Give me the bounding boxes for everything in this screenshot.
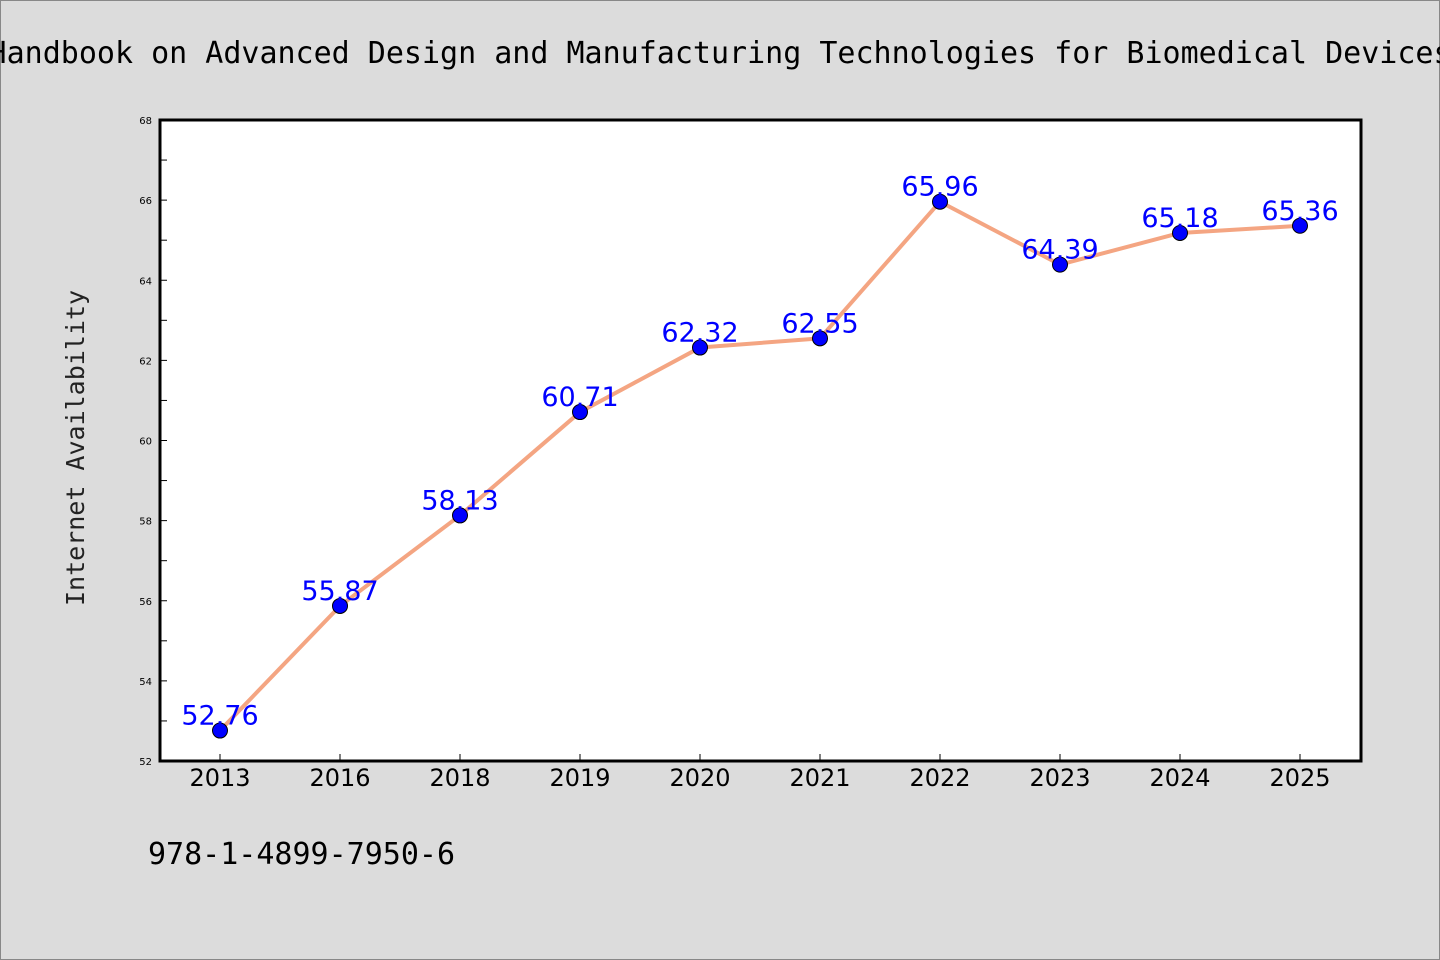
data-labels-group: 52.76 55.87 58.13 60.71 62.32 62.55 65.96 64.39… — [181, 172, 1338, 732]
data-point — [932, 193, 948, 210]
data-point — [572, 404, 588, 421]
y-tick-label: 58 — [139, 517, 152, 528]
x-tick-label: 2022 — [909, 764, 970, 792]
x-tick-label: 2018 — [429, 764, 490, 792]
isbn-text: 978-1-4899-7950-6 — [148, 837, 455, 872]
y-tick-label: 62 — [139, 356, 152, 367]
data-label: 60.71 — [541, 382, 618, 413]
series-markers-group — [212, 193, 1308, 739]
series-line-group — [218, 199, 1302, 733]
x-tick-label: 2020 — [669, 764, 730, 792]
data-label: 55.87 — [301, 576, 378, 607]
data-label: 65.96 — [901, 172, 978, 203]
series-line — [218, 199, 1302, 733]
x-tick-label: 2013 — [189, 764, 250, 792]
data-point — [812, 330, 828, 347]
data-label: 58.13 — [421, 485, 498, 516]
x-tick-label: 2016 — [309, 764, 370, 792]
data-point — [332, 597, 348, 614]
y-tick-label: 64 — [139, 276, 152, 287]
data-label: 52.76 — [181, 701, 258, 732]
y-axis-ticks: 52 54 56 58 60 62 64 66 68 — [139, 116, 167, 768]
data-point — [1052, 256, 1068, 273]
y-tick-label: 60 — [139, 437, 152, 448]
data-point — [692, 339, 708, 356]
data-point — [452, 507, 468, 524]
x-tick-label: 2021 — [789, 764, 850, 792]
data-label: 62.55 — [781, 308, 858, 339]
y-tick-label: 52 — [139, 757, 152, 768]
chart-title: Handbook on Advanced Design and Manufact… — [0, 36, 1440, 71]
data-label: 64.39 — [1021, 235, 1098, 266]
data-label: 65.18 — [1141, 203, 1218, 234]
data-label: 62.32 — [661, 318, 738, 349]
y-tick-label: 66 — [139, 196, 152, 207]
plot-area — [158, 118, 1363, 763]
y-tick-label: 54 — [139, 677, 152, 688]
y-tick-label: 56 — [139, 597, 152, 608]
data-label: 65.36 — [1261, 196, 1338, 227]
x-tick-label: 2024 — [1149, 764, 1210, 792]
data-point — [1292, 217, 1308, 234]
x-axis-ticks: 2013 2016 2018 2019 2020 2021 2022 2023 2024 2025 — [189, 754, 1331, 792]
x-tick-label: 2025 — [1269, 764, 1330, 792]
y-axis-label: Internet Availability — [61, 290, 90, 606]
data-point — [212, 722, 228, 739]
x-tick-label: 2019 — [549, 764, 610, 792]
x-tick-label: 2023 — [1029, 764, 1090, 792]
data-point — [1172, 224, 1188, 241]
y-tick-label: 68 — [139, 116, 152, 127]
